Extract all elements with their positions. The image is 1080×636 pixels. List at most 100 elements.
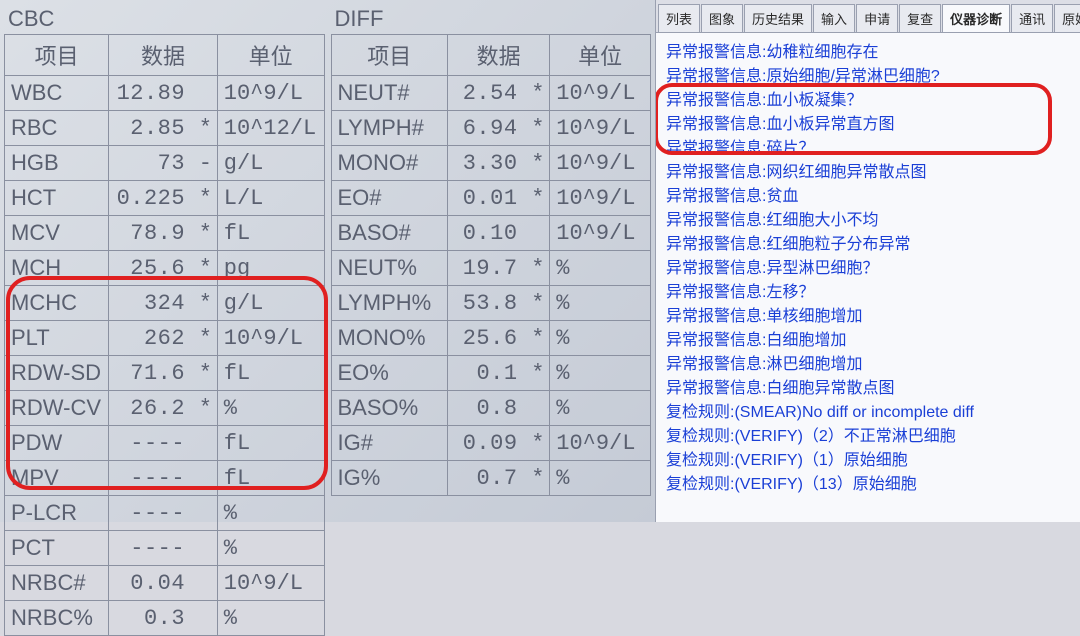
tab-4[interactable]: 申请 bbox=[856, 4, 898, 32]
diff-value: 3.30 * bbox=[448, 146, 550, 181]
diff-name: MONO% bbox=[331, 321, 448, 356]
diff-unit: % bbox=[550, 391, 651, 426]
cbc-value: 0.04 bbox=[109, 566, 218, 601]
table-row: NRBC#0.04 10^9/L bbox=[5, 566, 325, 601]
table-row: EO%0.1 *% bbox=[331, 356, 651, 391]
alert-message: 异常报警信息:幼稚粒细胞存在 bbox=[666, 41, 1070, 65]
tab-bar: 列表图象历史结果输入申请复查仪器诊断通讯原始结果 bbox=[656, 0, 1080, 33]
diff-unit: % bbox=[550, 321, 651, 356]
table-row: MONO#3.30 *10^9/L bbox=[331, 146, 651, 181]
cbc-value: 71.6 * bbox=[109, 356, 218, 391]
cbc-value: 0.225 * bbox=[109, 181, 218, 216]
diff-title: DIFF bbox=[331, 4, 652, 34]
alert-message: 异常报警信息:单核细胞增加 bbox=[666, 305, 1070, 329]
table-row: IG#0.09 *10^9/L bbox=[331, 426, 651, 461]
diff-name: EO% bbox=[331, 356, 448, 391]
alert-message: 复检规则:(VERIFY)（2）不正常淋巴细胞 bbox=[666, 425, 1070, 449]
cbc-unit: 10^9/L bbox=[217, 76, 324, 111]
cbc-table: 项目 数据 单位 WBC12.89 10^9/LRBC2.85 *10^12/L… bbox=[4, 34, 325, 636]
cbc-name: P-LCR bbox=[5, 496, 109, 531]
cbc-name: MCV bbox=[5, 216, 109, 251]
cbc-name: NRBC# bbox=[5, 566, 109, 601]
diff-section: DIFF 项目 数据 单位 NEUT#2.54 *10^9/LLYMPH#6.9… bbox=[331, 4, 652, 518]
cbc-value: 26.2 * bbox=[109, 391, 218, 426]
cbc-unit: fL bbox=[217, 461, 324, 496]
cbc-name: RDW-SD bbox=[5, 356, 109, 391]
cbc-value: ---- bbox=[109, 496, 218, 531]
alert-message: 异常报警信息:血小板异常直方图 bbox=[666, 113, 1070, 137]
alert-message: 异常报警信息:淋巴细胞增加 bbox=[666, 353, 1070, 377]
table-row: RBC2.85 *10^12/L bbox=[5, 111, 325, 146]
tab-2[interactable]: 历史结果 bbox=[744, 4, 812, 32]
cbc-name: HCT bbox=[5, 181, 109, 216]
alert-message: 异常报警信息:贫血 bbox=[666, 185, 1070, 209]
message-area: 异常报警信息:幼稚粒细胞存在异常报警信息:原始细胞/异常淋巴细胞?异常报警信息:… bbox=[656, 33, 1080, 522]
tab-7[interactable]: 通讯 bbox=[1011, 4, 1053, 32]
alert-message: 异常报警信息:血小板凝集？ bbox=[666, 89, 1070, 113]
tab-6[interactable]: 仪器诊断 bbox=[942, 4, 1010, 32]
table-row: NEUT#2.54 *10^9/L bbox=[331, 76, 651, 111]
table-row: HCT0.225 *L/L bbox=[5, 181, 325, 216]
alert-message: 异常报警信息:左移？ bbox=[666, 281, 1070, 305]
cbc-unit: g/L bbox=[217, 286, 324, 321]
table-row: EO#0.01 *10^9/L bbox=[331, 181, 651, 216]
alert-message: 异常报警信息:碎片？ bbox=[666, 137, 1070, 161]
diff-unit: % bbox=[550, 461, 651, 496]
table-row: P-LCR---- % bbox=[5, 496, 325, 531]
cbc-h2: 单位 bbox=[217, 35, 324, 76]
tab-5[interactable]: 复查 bbox=[899, 4, 941, 32]
diff-h2: 单位 bbox=[550, 35, 651, 76]
table-row: IG%0.7 *% bbox=[331, 461, 651, 496]
table-row: MCH25.6 *pg bbox=[5, 251, 325, 286]
cbc-name: MPV bbox=[5, 461, 109, 496]
cbc-value: 262 * bbox=[109, 321, 218, 356]
diff-h1: 数据 bbox=[448, 35, 550, 76]
diff-unit: % bbox=[550, 356, 651, 391]
cbc-value: ---- bbox=[109, 461, 218, 496]
tab-3[interactable]: 输入 bbox=[813, 4, 855, 32]
tab-0[interactable]: 列表 bbox=[658, 4, 700, 32]
tab-8[interactable]: 原始结果 bbox=[1054, 4, 1080, 32]
cbc-value: 324 * bbox=[109, 286, 218, 321]
diff-unit: 10^9/L bbox=[550, 146, 651, 181]
diff-name: BASO# bbox=[331, 216, 448, 251]
diagnosis-panel: 列表图象历史结果输入申请复查仪器诊断通讯原始结果 异常报警信息:幼稚粒细胞存在异… bbox=[655, 0, 1080, 522]
table-row: LYMPH%53.8 *% bbox=[331, 286, 651, 321]
diff-value: 53.8 * bbox=[448, 286, 550, 321]
cbc-name: PLT bbox=[5, 321, 109, 356]
cbc-unit: % bbox=[217, 496, 324, 531]
cbc-unit: 10^12/L bbox=[217, 111, 324, 146]
cbc-value: 0.3 bbox=[109, 601, 218, 636]
table-row: PDW---- fL bbox=[5, 426, 325, 461]
cbc-name: WBC bbox=[5, 76, 109, 111]
diff-value: 6.94 * bbox=[448, 111, 550, 146]
cbc-unit: % bbox=[217, 391, 324, 426]
cbc-unit: pg bbox=[217, 251, 324, 286]
cbc-name: HGB bbox=[5, 146, 109, 181]
table-row: BASO%0.8 % bbox=[331, 391, 651, 426]
diff-name: EO# bbox=[331, 181, 448, 216]
diff-unit: % bbox=[550, 251, 651, 286]
table-row: RDW-CV26.2 *% bbox=[5, 391, 325, 426]
cbc-name: PDW bbox=[5, 426, 109, 461]
cbc-unit: fL bbox=[217, 216, 324, 251]
cbc-value: ---- bbox=[109, 426, 218, 461]
diff-value: 0.1 * bbox=[448, 356, 550, 391]
cbc-unit: L/L bbox=[217, 181, 324, 216]
diff-name: LYMPH% bbox=[331, 286, 448, 321]
cbc-name: PCT bbox=[5, 531, 109, 566]
table-row: MCV78.9 *fL bbox=[5, 216, 325, 251]
table-row: PCT---- % bbox=[5, 531, 325, 566]
alert-message: 异常报警信息:红细胞粒子分布异常 bbox=[666, 233, 1070, 257]
diff-name: IG% bbox=[331, 461, 448, 496]
diff-value: 0.10 bbox=[448, 216, 550, 251]
tab-1[interactable]: 图象 bbox=[701, 4, 743, 32]
diff-unit: 10^9/L bbox=[550, 426, 651, 461]
diff-name: LYMPH# bbox=[331, 111, 448, 146]
diff-name: NEUT# bbox=[331, 76, 448, 111]
cbc-value: 78.9 * bbox=[109, 216, 218, 251]
cbc-name: MCHC bbox=[5, 286, 109, 321]
cbc-section: CBC 项目 数据 单位 WBC12.89 10^9/LRBC2.85 *10^… bbox=[4, 4, 325, 518]
table-row: BASO#0.10 10^9/L bbox=[331, 216, 651, 251]
diff-value: 19.7 * bbox=[448, 251, 550, 286]
